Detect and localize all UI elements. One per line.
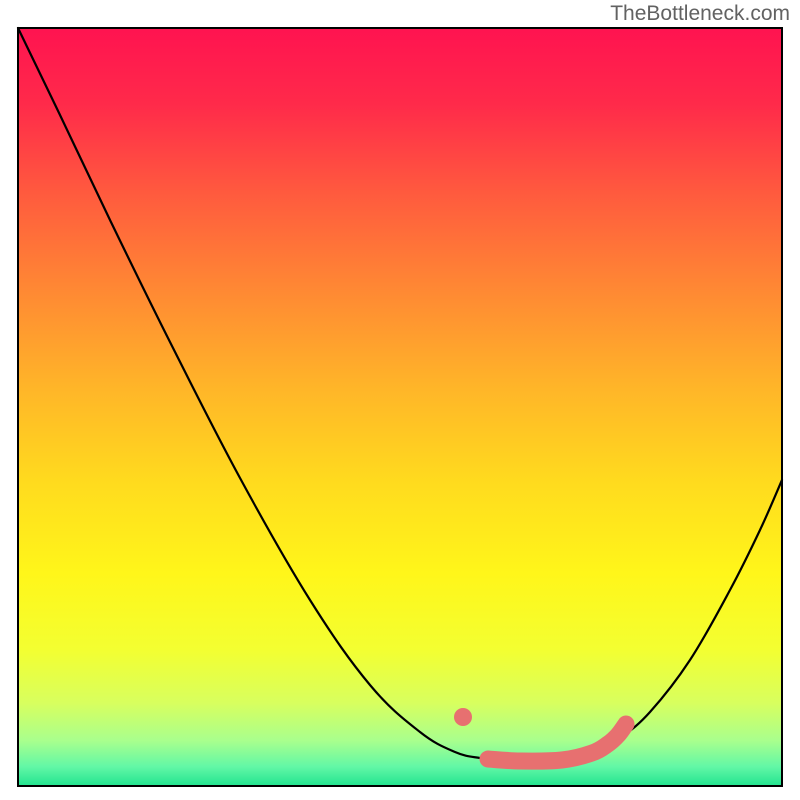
chart-svg bbox=[0, 0, 800, 800]
highlight-dot bbox=[454, 708, 472, 726]
watermark-text: TheBottleneck.com bbox=[610, 2, 790, 26]
bottleneck-chart: TheBottleneck.com bbox=[0, 0, 800, 800]
